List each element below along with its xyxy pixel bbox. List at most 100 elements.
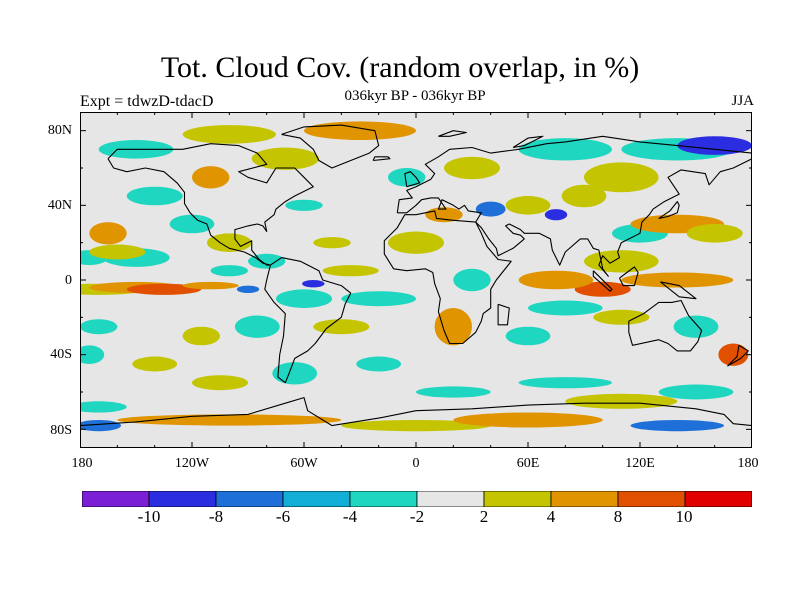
coastline (592, 270, 613, 292)
season-label: JJA (731, 93, 754, 109)
colorbar-label: 2 (479, 507, 489, 526)
coastline (107, 143, 314, 266)
coastline (396, 135, 752, 213)
coastline (497, 303, 510, 326)
anomaly-patch (89, 244, 146, 260)
anomaly-patch (718, 343, 749, 366)
anomaly-patch (117, 414, 342, 426)
anomaly-patch (416, 386, 491, 398)
anomaly-patch (444, 156, 500, 180)
lon-label-60w: 60W (290, 456, 318, 471)
experiment-label: Expt = tdwzD-tdacD (80, 93, 214, 110)
colorbar-label: 4 (546, 507, 556, 526)
colorbar-label: 8 (613, 507, 623, 526)
coastline (658, 201, 680, 219)
anomaly-patch (686, 224, 743, 243)
anomaly-patch (518, 138, 612, 161)
anomaly-patch (565, 393, 678, 409)
anomaly-patch (234, 315, 280, 338)
anomaly-patch (630, 420, 724, 432)
coastline (80, 397, 752, 427)
anomaly-patch (236, 285, 260, 293)
anomaly-patch (505, 196, 551, 215)
anomaly-patch (80, 319, 118, 335)
lat-label-80n: 80N (47, 123, 72, 138)
anomaly-patch (89, 222, 127, 245)
colorbar-box (215, 491, 284, 507)
anomaly-patch (210, 265, 248, 277)
anomaly-patch (182, 326, 220, 346)
lat-label-40s: 40S (50, 347, 72, 362)
anomaly-patch (251, 147, 319, 170)
anomaly-patch (574, 281, 631, 297)
colorbar (82, 491, 752, 507)
lat-label-0: 0 (65, 273, 72, 288)
anomaly-patch (341, 420, 491, 432)
anomaly-patch (80, 420, 122, 432)
map-ticks (80, 112, 752, 448)
anomaly-patch (313, 319, 370, 335)
anomaly-patch (302, 280, 325, 288)
anomaly-patch (285, 199, 323, 211)
anomaly-patch (584, 250, 659, 273)
anomaly-patch (453, 268, 491, 292)
coastlines (80, 124, 752, 427)
lon-label-120e: 120E (625, 456, 655, 471)
colorbar-label: -10 (137, 507, 161, 526)
chart-subtitle: 036kyr BP - 036kyr BP (344, 88, 486, 104)
anomaly-patch (453, 412, 603, 428)
anomaly-patch (126, 186, 183, 206)
colorbar-label: -4 (342, 507, 358, 526)
colorbar-box (550, 491, 619, 507)
anomaly-patch (272, 362, 318, 385)
anomaly-patch (673, 315, 719, 338)
anomaly-patch (126, 283, 202, 295)
anomaly-patch (518, 377, 612, 389)
colorbar-label: -2 (409, 507, 425, 526)
coastline (628, 299, 703, 352)
colorbar-box (416, 491, 485, 507)
anomaly-patch (341, 291, 417, 307)
anomaly-patches (80, 121, 752, 432)
anomaly-patch (80, 345, 105, 364)
coastline (727, 344, 749, 367)
chart-title: Tot. Cloud Cov. (random overlap, in %) (160, 51, 640, 84)
cloud-cover-map (80, 112, 752, 448)
coastline (264, 257, 352, 384)
coastline (383, 210, 512, 345)
colorbar-label: -8 (208, 507, 224, 526)
colorbar-box (617, 491, 686, 507)
anomaly-patch (584, 162, 659, 193)
anomaly-patch (80, 401, 127, 413)
coastline (660, 281, 697, 300)
anomaly-patch (182, 281, 239, 290)
anomaly-patch (313, 237, 351, 249)
anomaly-patch (593, 309, 650, 325)
anomaly-patch (658, 384, 734, 400)
colorbar-box (148, 491, 217, 507)
anomaly-patch (322, 265, 379, 277)
anomaly-patch (621, 272, 734, 288)
coastline (404, 171, 421, 188)
anomaly-patch (276, 289, 332, 308)
anomaly-patch (505, 326, 551, 346)
colorbar-box (349, 491, 418, 507)
lon-label-180e: 180 (737, 456, 759, 471)
anomaly-patch (475, 201, 506, 217)
anomaly-patch (518, 270, 594, 290)
anomaly-patch (304, 121, 416, 140)
colorbar-label: 10 (675, 507, 693, 526)
lon-label-0: 0 (412, 456, 420, 471)
lon-label-120w: 120W (174, 456, 210, 471)
colorbar-box (82, 491, 150, 507)
colorbar-label: -6 (275, 507, 291, 526)
anomaly-patch (434, 308, 472, 346)
anomaly-patch (677, 136, 752, 155)
anomaly-patch (356, 356, 402, 372)
anomaly-patch (169, 214, 215, 234)
coastline (512, 135, 544, 149)
anomaly-patch (192, 375, 248, 391)
anomaly-patch (388, 168, 426, 187)
coastline (372, 156, 391, 162)
anomaly-patch (561, 184, 607, 208)
